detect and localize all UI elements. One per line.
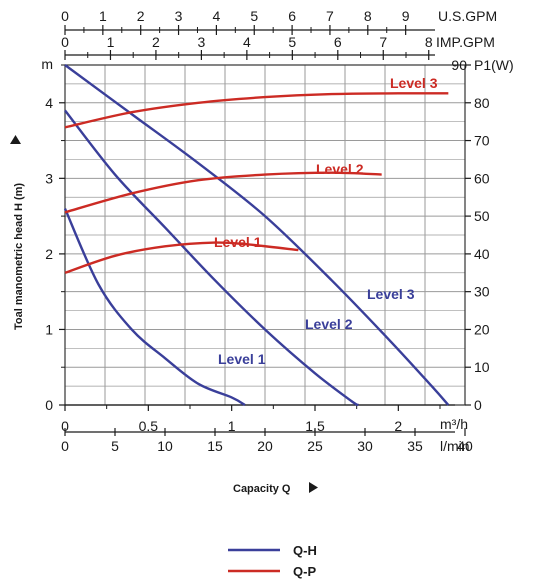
imp-gpm-tick-label: 2 xyxy=(152,34,160,50)
legend-label-q-h: Q-H xyxy=(293,543,317,558)
x2-tick-label: 20 xyxy=(257,438,273,454)
x2-tick-label: 35 xyxy=(407,438,423,454)
x-tick-label: 2 xyxy=(394,418,402,434)
us-gpm-unit: U.S.GPM xyxy=(438,8,497,24)
y2-tick-label: 0 xyxy=(474,397,482,413)
y2-tick-label: 90 xyxy=(451,57,467,73)
y2-tick-label: 80 xyxy=(474,95,490,111)
us-gpm-tick-label: 0 xyxy=(61,8,69,24)
imp-gpm-tick-label: 3 xyxy=(198,34,206,50)
chart-legend: Q-H Q-P xyxy=(228,543,317,579)
imp-gpm-unit: IMP.GPM xyxy=(436,34,495,50)
y2-tick-label: 20 xyxy=(474,321,490,337)
qh-curve-label-2: Level 2 xyxy=(305,316,353,332)
y2-tick-label: 70 xyxy=(474,133,490,149)
qp-curve-3 xyxy=(64,92,449,129)
x2-tick-label: 40 xyxy=(457,438,473,454)
us-gpm-tick-label: 8 xyxy=(364,8,372,24)
x-tick-label: 1 xyxy=(228,418,236,434)
x2-tick-label: 15 xyxy=(207,438,223,454)
x-axis-arrow-icon xyxy=(309,482,318,493)
y-tick-label: 4 xyxy=(45,95,53,111)
x-tick-label: 0 xyxy=(61,418,69,434)
us-gpm-tick-label: 5 xyxy=(250,8,258,24)
chart-curves xyxy=(63,64,450,407)
qp-curve-1 xyxy=(64,241,299,274)
us-gpm-tick-label: 1 xyxy=(99,8,107,24)
y2-tick-label: 60 xyxy=(474,170,490,186)
us-gpm-tick-label: 9 xyxy=(402,8,410,24)
y2-tick-label: 10 xyxy=(474,359,490,375)
y2-unit-label: P1(W) xyxy=(474,57,514,73)
y2-tick-label: 30 xyxy=(474,284,490,300)
qh-curve-3 xyxy=(64,64,450,406)
x2-tick-label: 30 xyxy=(357,438,373,454)
chart-labels: Level 1 Level 2 Level 3 Level 1 Level 2 Level… xyxy=(214,75,438,367)
imp-gpm-tick-label: 7 xyxy=(379,34,387,50)
y-tick-label: 3 xyxy=(45,170,53,186)
qh-curve-1 xyxy=(63,208,246,407)
x-unit-label: m³/h xyxy=(440,416,468,432)
imp-gpm-tick-label: 5 xyxy=(288,34,296,50)
us-gpm-tick-label: 2 xyxy=(137,8,145,24)
us-gpm-tick-label: 3 xyxy=(175,8,183,24)
qp-curve-label-2: Level 2 xyxy=(316,161,364,177)
y2-tick-label: 50 xyxy=(474,208,490,224)
x2-tick-label: 5 xyxy=(111,438,119,454)
qh-curve-2 xyxy=(64,109,359,407)
y-axis-title: Toal manometric head H (m) xyxy=(13,183,25,330)
x2-tick-label: 25 xyxy=(307,438,323,454)
imp-gpm-tick-label: 1 xyxy=(107,34,115,50)
legend-label-q-p: Q-P xyxy=(293,564,316,579)
x2-tick-label: 0 xyxy=(61,438,69,454)
qp-curve-2 xyxy=(64,171,382,214)
qp-curve-label-1: Level 1 xyxy=(214,234,262,250)
x2-tick-label: 10 xyxy=(157,438,173,454)
qh-curve-label-3: Level 3 xyxy=(367,286,415,302)
us-gpm-tick-label: 4 xyxy=(213,8,221,24)
qh-curve-label-1: Level 1 xyxy=(218,351,266,367)
x2-unit-label: l/min xyxy=(440,438,470,454)
imp-gpm-tick-label: 4 xyxy=(243,34,251,50)
x-tick-label: 1.5 xyxy=(305,418,325,434)
y2-tick-label: 40 xyxy=(474,246,490,262)
y-tick-label: 1 xyxy=(45,321,53,337)
y-tick-label: 0 xyxy=(45,397,53,413)
y-unit-label: m xyxy=(41,56,53,72)
imp-gpm-tick-label: 8 xyxy=(425,34,433,50)
qp-curve-label-3: Level 3 xyxy=(390,75,438,91)
x-axis-title: Capacity Q xyxy=(233,483,291,495)
us-gpm-tick-label: 7 xyxy=(326,8,334,24)
y-axis-arrow-icon xyxy=(10,135,21,144)
y-tick-label: 2 xyxy=(45,246,53,262)
x-tick-label: 0.5 xyxy=(139,418,159,434)
imp-gpm-tick-label: 0 xyxy=(61,34,69,50)
imp-gpm-tick-label: 6 xyxy=(334,34,342,50)
us-gpm-tick-label: 6 xyxy=(288,8,296,24)
